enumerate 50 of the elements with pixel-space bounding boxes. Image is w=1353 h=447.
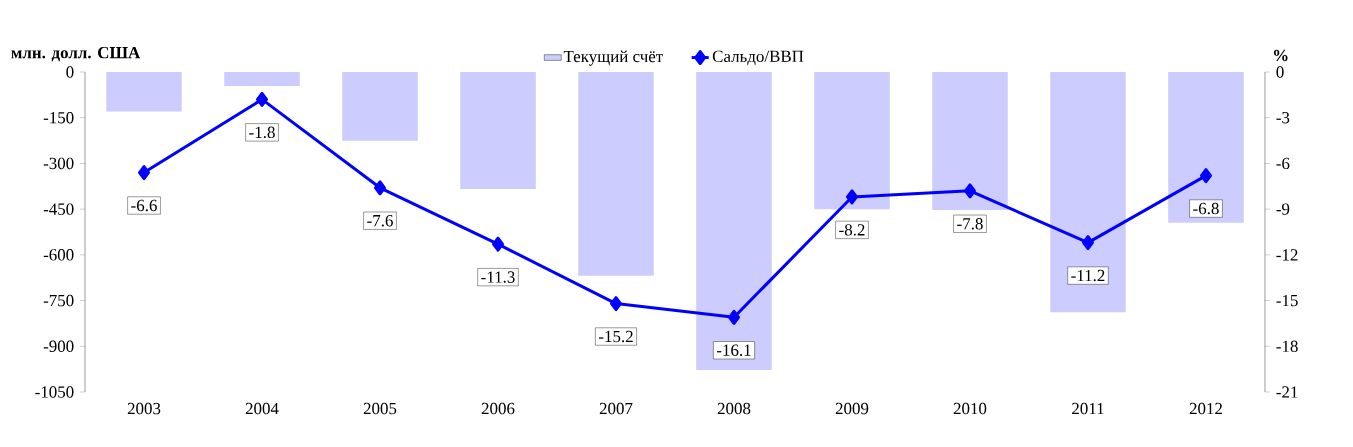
y2-tick-label: -15 bbox=[1276, 294, 1298, 307]
x-tick-label: 2003 bbox=[127, 402, 161, 415]
data-label: -6.6 bbox=[131, 199, 157, 212]
y2-tick-label: 0 bbox=[1276, 66, 1284, 78]
legend-label: Текущий счёт bbox=[563, 50, 663, 66]
data-label: -11.2 bbox=[1071, 269, 1105, 282]
y2-axis-title: % bbox=[1273, 49, 1288, 62]
y2-tick-label: -6 bbox=[1276, 157, 1290, 170]
y2-tick-label: -18 bbox=[1276, 340, 1298, 352]
y-tick-label: -900 bbox=[43, 340, 74, 352]
x-tick-label: 2012 bbox=[1189, 402, 1222, 415]
point bbox=[963, 183, 976, 199]
x-tick-label: 2007 bbox=[599, 402, 633, 415]
y-tick-label: -1050 bbox=[35, 386, 74, 398]
point bbox=[728, 309, 740, 325]
point bbox=[846, 189, 858, 205]
data-label: -15.2 bbox=[598, 330, 633, 343]
point bbox=[610, 296, 622, 312]
y-tick-label: -450 bbox=[43, 203, 74, 215]
x-tick-label: 2011 bbox=[1072, 402, 1104, 415]
y-tick-label: -600 bbox=[43, 249, 74, 261]
y-tick-label: 0 bbox=[66, 66, 74, 78]
data-label: -16.1 bbox=[716, 344, 751, 356]
legend-label: Сальдо/ВВП bbox=[712, 50, 804, 66]
y2-tick-label: -21 bbox=[1276, 386, 1298, 398]
data-label: -7.6 bbox=[367, 214, 393, 227]
x-tick-label: 2010 bbox=[953, 402, 987, 415]
x-tick-label: 2006 bbox=[481, 402, 515, 415]
y2-tick-label: -3 bbox=[1276, 112, 1290, 124]
point bbox=[492, 236, 504, 252]
y-tick-label: -750 bbox=[43, 294, 74, 307]
y-tick-label: -150 bbox=[43, 111, 74, 124]
y2-tick-label: -9 bbox=[1276, 203, 1290, 215]
data-label: -6.8 bbox=[1193, 202, 1219, 215]
point bbox=[374, 180, 387, 196]
x-tick-label: 2008 bbox=[717, 402, 751, 415]
x-tick-label: 2009 bbox=[835, 402, 869, 415]
point bbox=[1081, 235, 1094, 251]
point bbox=[1199, 168, 1212, 184]
y2-tick-label: -12 bbox=[1276, 249, 1298, 261]
point bbox=[256, 91, 269, 107]
data-label: -7.8 bbox=[957, 218, 983, 230]
y-axis-title: млн. долл. США bbox=[11, 46, 141, 62]
y-tick-label: -300 bbox=[43, 157, 74, 170]
point bbox=[138, 165, 151, 181]
x-tick-label: 2004 bbox=[245, 402, 279, 415]
data-label: -1.8 bbox=[249, 126, 275, 139]
data-label: -8.2 bbox=[839, 224, 865, 236]
x-tick-label: 2005 bbox=[363, 402, 397, 415]
data-label: -11.3 bbox=[481, 271, 515, 283]
